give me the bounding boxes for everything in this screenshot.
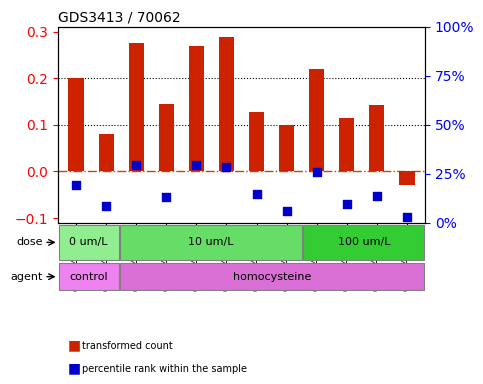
- Point: [253, 191, 260, 197]
- Text: homocysteine: homocysteine: [233, 271, 311, 282]
- Text: control: control: [69, 271, 108, 282]
- Bar: [159, 104, 174, 172]
- Point: [343, 201, 351, 207]
- FancyBboxPatch shape: [120, 225, 302, 260]
- Point: [102, 204, 110, 210]
- Text: 100 um/L: 100 um/L: [338, 237, 390, 247]
- Point: [403, 214, 411, 220]
- Point: [193, 162, 200, 169]
- Bar: [219, 37, 234, 172]
- Bar: [99, 134, 114, 172]
- Point: [313, 169, 321, 175]
- FancyBboxPatch shape: [58, 263, 118, 290]
- Text: 0 um/L: 0 um/L: [69, 237, 108, 247]
- Text: GDS3413 / 70062: GDS3413 / 70062: [58, 10, 181, 24]
- Text: agent: agent: [10, 271, 43, 282]
- Point: [132, 162, 140, 169]
- Text: percentile rank within the sample: percentile rank within the sample: [82, 364, 247, 374]
- Text: 10 um/L: 10 um/L: [188, 237, 234, 247]
- Bar: [279, 125, 294, 172]
- FancyBboxPatch shape: [303, 225, 425, 260]
- Point: [283, 208, 290, 214]
- Point: [72, 182, 80, 188]
- Bar: [189, 46, 204, 172]
- Bar: [339, 118, 355, 172]
- Text: ■: ■: [68, 362, 81, 376]
- Bar: [309, 69, 324, 172]
- Point: [162, 194, 170, 200]
- Bar: [399, 172, 414, 185]
- Point: [223, 164, 230, 170]
- Text: dose: dose: [16, 237, 43, 247]
- FancyBboxPatch shape: [58, 225, 118, 260]
- Bar: [128, 43, 144, 172]
- Bar: [69, 78, 84, 172]
- Text: transformed count: transformed count: [82, 341, 173, 351]
- FancyBboxPatch shape: [120, 263, 425, 290]
- Text: ■: ■: [68, 339, 81, 353]
- Point: [373, 193, 381, 199]
- Bar: [249, 112, 264, 172]
- Bar: [369, 105, 384, 172]
